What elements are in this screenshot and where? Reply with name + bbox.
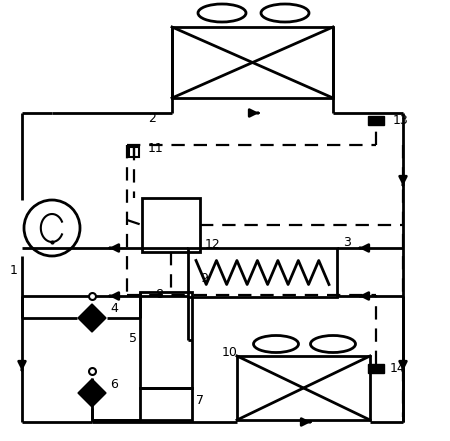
Text: 6: 6 xyxy=(110,378,118,392)
Text: 11: 11 xyxy=(148,142,164,154)
Bar xyxy=(140,388,192,420)
Text: 5: 5 xyxy=(129,332,137,344)
Bar xyxy=(237,356,370,420)
Bar xyxy=(368,116,384,124)
Text: 2: 2 xyxy=(148,112,156,124)
Polygon shape xyxy=(92,379,106,407)
Text: 12: 12 xyxy=(205,239,221,251)
Polygon shape xyxy=(78,379,92,407)
Text: 14: 14 xyxy=(390,362,406,374)
Text: 4: 4 xyxy=(110,302,118,314)
Text: 7: 7 xyxy=(196,393,204,407)
Text: 13: 13 xyxy=(393,113,409,127)
Text: 9: 9 xyxy=(200,272,208,284)
Bar xyxy=(140,292,192,388)
Bar xyxy=(172,27,333,98)
Polygon shape xyxy=(92,304,106,332)
Text: 3: 3 xyxy=(343,236,351,250)
Bar xyxy=(142,198,200,252)
Text: 8: 8 xyxy=(155,288,163,302)
Polygon shape xyxy=(78,304,92,332)
Text: 10: 10 xyxy=(222,345,238,359)
Bar xyxy=(188,248,337,297)
Bar xyxy=(368,363,384,373)
Text: 1: 1 xyxy=(10,264,18,277)
Bar xyxy=(129,147,139,157)
